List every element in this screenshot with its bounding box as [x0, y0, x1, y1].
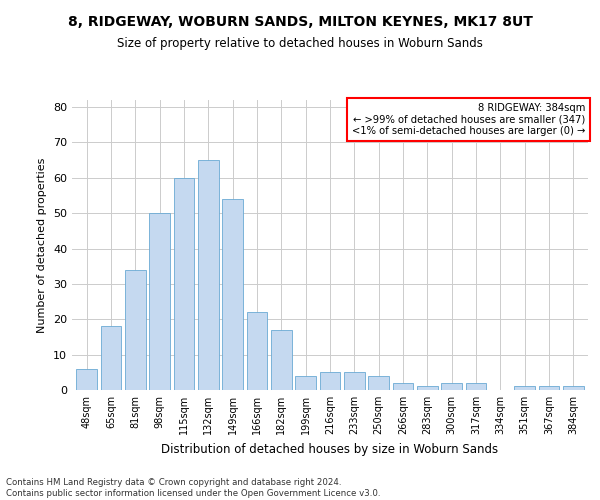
Bar [295, 376, 316, 390]
Text: Size of property relative to detached houses in Woburn Sands: Size of property relative to detached ho… [117, 38, 483, 51]
Bar [198, 160, 218, 390]
Bar [392, 383, 413, 390]
Text: 8 RIDGEWAY: 384sqm
← >99% of detached houses are smaller (347)
<1% of semi-detac: 8 RIDGEWAY: 384sqm ← >99% of detached ho… [352, 103, 585, 136]
Bar [125, 270, 146, 390]
Text: 8, RIDGEWAY, WOBURN SANDS, MILTON KEYNES, MK17 8UT: 8, RIDGEWAY, WOBURN SANDS, MILTON KEYNES… [68, 15, 532, 29]
Bar [149, 213, 170, 390]
Bar [173, 178, 194, 390]
Bar [514, 386, 535, 390]
Bar [344, 372, 365, 390]
Bar [368, 376, 389, 390]
Bar [539, 386, 559, 390]
Bar [563, 386, 584, 390]
Bar [101, 326, 121, 390]
Bar [247, 312, 268, 390]
Bar [76, 369, 97, 390]
X-axis label: Distribution of detached houses by size in Woburn Sands: Distribution of detached houses by size … [161, 442, 499, 456]
Bar [320, 372, 340, 390]
Y-axis label: Number of detached properties: Number of detached properties [37, 158, 47, 332]
Bar [417, 386, 438, 390]
Text: Contains HM Land Registry data © Crown copyright and database right 2024.
Contai: Contains HM Land Registry data © Crown c… [6, 478, 380, 498]
Bar [222, 199, 243, 390]
Bar [466, 383, 487, 390]
Bar [271, 330, 292, 390]
Bar [442, 383, 462, 390]
